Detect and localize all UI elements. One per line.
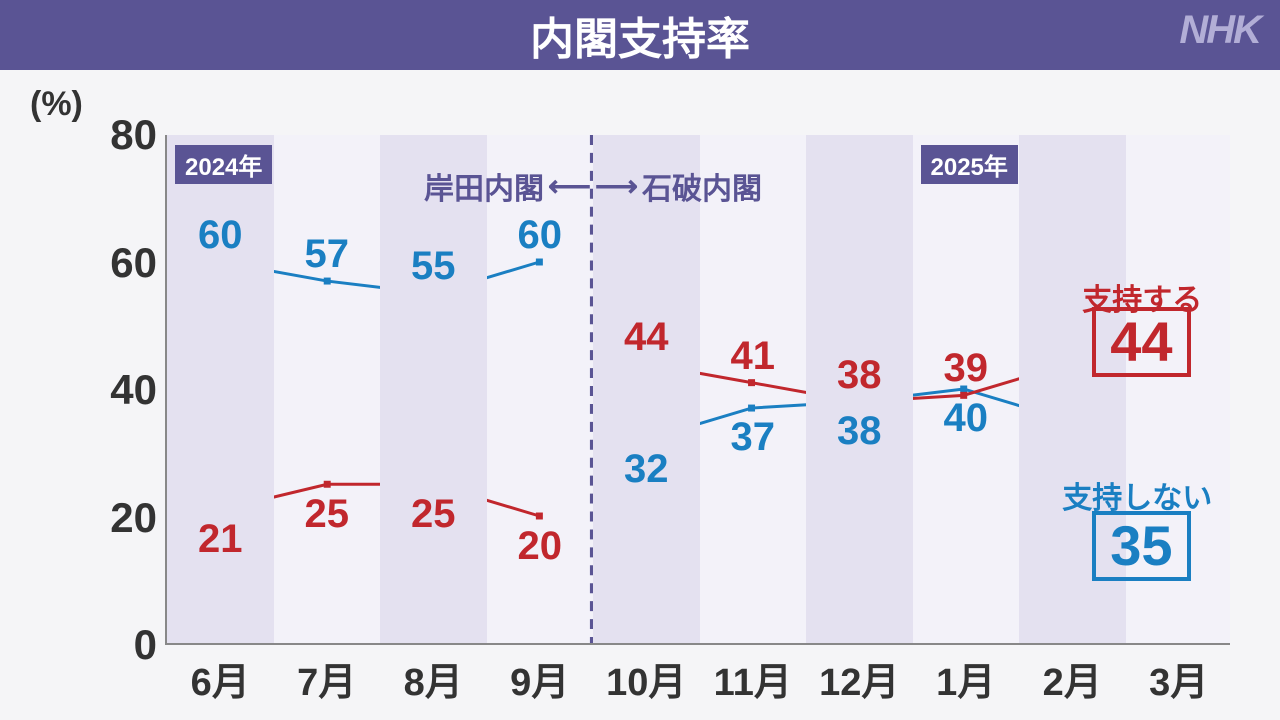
month-band bbox=[380, 135, 487, 643]
y-tick: 40 bbox=[110, 366, 157, 414]
month-band bbox=[274, 135, 381, 643]
month-band bbox=[700, 135, 807, 643]
x-tick: 6月 bbox=[191, 651, 250, 706]
y-tick: 80 bbox=[110, 111, 157, 159]
month-band bbox=[593, 135, 700, 643]
y-tick: 0 bbox=[134, 621, 157, 669]
month-band bbox=[167, 135, 274, 643]
data-label: 37 bbox=[731, 415, 776, 460]
data-label: 20 bbox=[518, 524, 563, 569]
data-label: 25 bbox=[305, 492, 350, 537]
support-boxed-value: 44 bbox=[1092, 307, 1190, 377]
plot-region: 0204060806月7月8月9月10月11月12月1月2月3月2024年202… bbox=[165, 135, 1230, 645]
data-label: 21 bbox=[198, 517, 243, 562]
data-label: 44 bbox=[624, 315, 669, 360]
data-label: 41 bbox=[731, 334, 776, 379]
data-label: 39 bbox=[944, 346, 989, 391]
y-tick: 60 bbox=[110, 239, 157, 287]
data-label: 60 bbox=[198, 213, 243, 258]
data-label: 38 bbox=[837, 353, 882, 398]
x-tick: 12月 bbox=[819, 651, 899, 706]
x-tick: 2月 bbox=[1043, 651, 1102, 706]
chart-area: (%) 0 20 40 60 80 6月 7月 8月 9月 10月 11月 12月 1月 2月 3月 2024… bbox=[0, 70, 1280, 720]
x-tick: 9月 bbox=[510, 651, 569, 706]
page-title: 内閣支持率 bbox=[530, 3, 750, 67]
x-tick: 8月 bbox=[404, 651, 463, 706]
x-tick: 10月 bbox=[606, 651, 686, 706]
data-label: 40 bbox=[944, 396, 989, 441]
data-label: 55 bbox=[411, 244, 456, 289]
data-label: 38 bbox=[837, 409, 882, 454]
not-support-boxed-value: 35 bbox=[1092, 511, 1190, 581]
data-label: 32 bbox=[624, 447, 669, 492]
x-tick: 7月 bbox=[297, 651, 356, 706]
year-badge: 2025年 bbox=[921, 145, 1018, 184]
header-bar: 内閣支持率 NHK bbox=[0, 0, 1280, 70]
cabinet-split-label: 岸田内閣⟵⟶石破内閣 bbox=[424, 164, 762, 208]
x-tick: 11月 bbox=[714, 651, 792, 706]
y-axis-unit: (%) bbox=[30, 85, 83, 124]
nhk-logo: NHK bbox=[1179, 8, 1260, 53]
year-badge: 2024年 bbox=[175, 145, 272, 184]
x-tick: 1月 bbox=[936, 651, 995, 706]
data-label: 60 bbox=[518, 213, 563, 258]
y-tick: 20 bbox=[110, 494, 157, 542]
data-label: 57 bbox=[305, 232, 350, 277]
data-label: 25 bbox=[411, 492, 456, 537]
x-tick: 3月 bbox=[1149, 651, 1208, 706]
